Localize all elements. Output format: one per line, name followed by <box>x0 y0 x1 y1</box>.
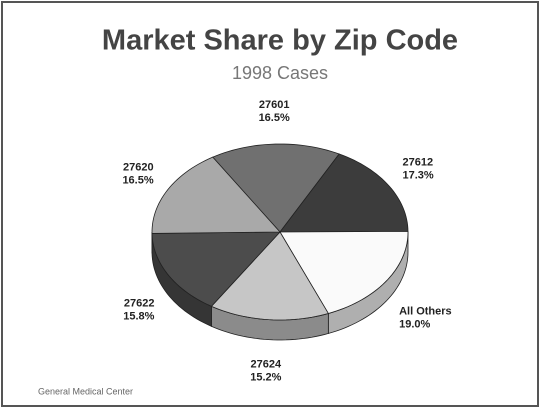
slice-value: 15.8% <box>123 311 154 323</box>
slice <box>210 231 329 321</box>
chart-title: Market Share by Zip Code <box>102 25 458 57</box>
slice-category: 27620 <box>123 161 154 173</box>
slice-category: 27601 <box>259 99 290 111</box>
slice-category: 27622 <box>124 298 155 310</box>
slice-value: 17.3% <box>403 169 434 181</box>
slice <box>212 143 340 233</box>
slice-category: 27624 <box>251 358 282 370</box>
slice-value: 15.2% <box>250 371 281 383</box>
slice <box>279 231 409 314</box>
source-note: General Medical Center <box>38 386 133 396</box>
slice <box>279 153 409 233</box>
slice-value: 16.5% <box>259 112 290 124</box>
slice-value: 16.5% <box>122 174 153 186</box>
chart-subtitle: 1998 Cases <box>232 63 328 83</box>
slice <box>151 156 281 234</box>
slice-category: All Others <box>399 306 452 318</box>
slice <box>151 231 281 307</box>
slice-value: 19.0% <box>399 319 430 331</box>
slice-category: 27612 <box>403 156 434 168</box>
